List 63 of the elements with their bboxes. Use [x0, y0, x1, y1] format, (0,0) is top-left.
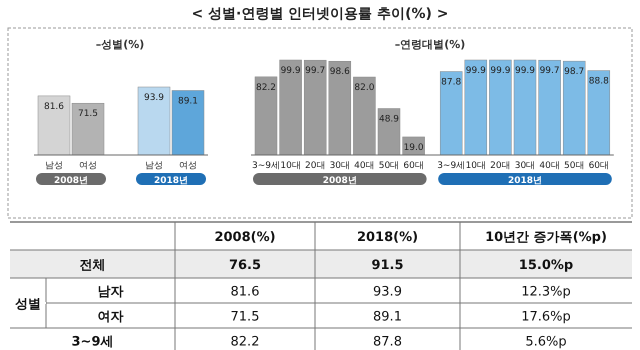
text: 15.0%p — [518, 258, 574, 273]
category-label: 남자 — [98, 284, 124, 300]
data-label: 48.9 — [378, 114, 400, 124]
data-label: 88.8 — [588, 76, 610, 87]
data-label: 82.2 — [256, 82, 276, 93]
x-tick-label: 10대 — [280, 161, 301, 171]
x-tick-label: 남성 — [145, 161, 163, 171]
x-tick-label: 20대 — [304, 161, 326, 171]
category-label: 여자 — [98, 310, 124, 324]
data-label: 82.0 — [354, 83, 375, 94]
data-label: 89.1 — [178, 96, 198, 106]
text: 71.5 — [230, 310, 260, 324]
data-label: 19.0 — [404, 142, 424, 153]
x-tick-label: 여성 — [79, 161, 97, 171]
x-tick-label: 3~9세 — [437, 161, 466, 171]
data-label: 99.7 — [540, 66, 560, 76]
text: 17.6%p — [521, 310, 571, 324]
data-label: 81.6 — [44, 102, 64, 112]
text: 2008년 — [322, 176, 357, 186]
text: 81.6 — [230, 284, 260, 300]
x-tick-label: 3~9세 — [252, 161, 280, 171]
text: 2008년 — [54, 176, 88, 186]
text: 82.2 — [230, 334, 260, 350]
text: < 성별·연령별 인터넷이용률 추이(%) > — [191, 6, 449, 22]
data-label: 87.8 — [441, 78, 462, 88]
data-label: 99.9 — [466, 66, 486, 76]
text: 2018년 — [508, 176, 542, 186]
x-tick-label: 10대 — [466, 161, 486, 171]
text: 87.8 — [373, 334, 402, 350]
x-tick-label: 60대 — [588, 161, 610, 171]
x-tick-label: 여성 — [179, 161, 197, 171]
category-label: 3~9세 — [72, 334, 114, 350]
text: 12.3%p — [521, 284, 571, 300]
chart-title: –성별(%) — [96, 38, 144, 51]
category-label: 10년간 증가폭(%p) — [485, 230, 607, 245]
data-label: 71.5 — [78, 109, 98, 120]
data-label: 98.7 — [564, 67, 584, 78]
text: 5.6%p — [525, 334, 567, 350]
data-label: 93.9 — [144, 93, 164, 103]
category-label: 2018(%) — [356, 230, 418, 245]
data-label: 99.9 — [490, 66, 511, 76]
text: 76.5 — [228, 258, 262, 273]
category-label: 전체 — [80, 258, 106, 273]
text: 89.1 — [373, 310, 402, 324]
x-tick-label: 40대 — [539, 161, 560, 171]
x-tick-label: 30대 — [514, 161, 536, 171]
data-label: 99.9 — [280, 66, 301, 76]
x-tick-label: 남성 — [45, 161, 63, 171]
x-tick-label: 30대 — [330, 161, 350, 171]
category-label: 2008(%) — [214, 230, 276, 245]
chart-title: –연령대별(%) — [394, 38, 466, 51]
data-label: 99.9 — [514, 66, 536, 76]
x-tick-label: 50대 — [564, 161, 584, 171]
x-tick-label: 40대 — [354, 161, 375, 171]
x-tick-label: 60대 — [403, 161, 424, 171]
data-label: 98.6 — [330, 67, 350, 78]
x-tick-label: 50대 — [378, 161, 400, 171]
text: 성별 — [15, 297, 41, 312]
x-tick-label: 20대 — [490, 161, 511, 171]
text: 93.9 — [373, 284, 402, 300]
data-label: 99.7 — [305, 66, 326, 76]
text: 2018년 — [154, 176, 188, 186]
text: 91.5 — [371, 258, 404, 273]
